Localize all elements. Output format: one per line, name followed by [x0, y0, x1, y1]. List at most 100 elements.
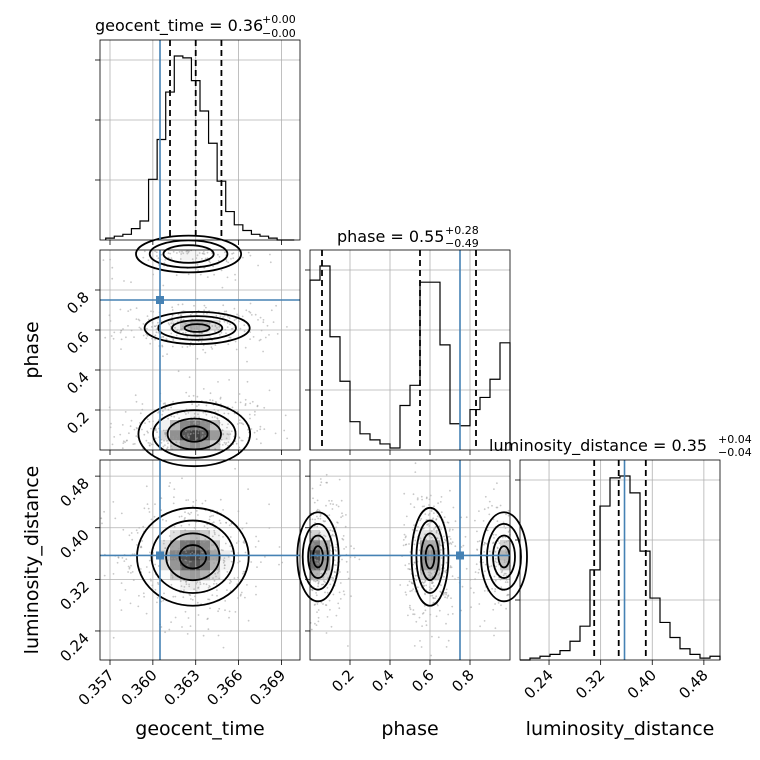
sample-point [443, 535, 445, 538]
title-phase: phase = 0.55 [337, 227, 444, 246]
sample-point [310, 531, 312, 534]
sample-point [418, 549, 421, 552]
sample-point [255, 438, 258, 440]
sample-point [484, 563, 487, 566]
sample-point [335, 564, 337, 566]
sample-point [207, 598, 210, 601]
sample-point [122, 328, 124, 330]
sample-point [254, 313, 257, 316]
sample-point [243, 330, 246, 333]
sample-point [446, 521, 449, 524]
sample-point [212, 521, 215, 524]
sample-point [239, 594, 242, 597]
sample-point [256, 430, 259, 432]
sample-point [133, 336, 135, 338]
sample-point [325, 551, 327, 554]
sample-point [229, 433, 232, 435]
sample-point [188, 593, 191, 596]
sample-point [239, 401, 242, 404]
sample-point [226, 276, 229, 279]
sample-point [332, 593, 335, 596]
sample-point [224, 600, 227, 602]
sample-point [205, 404, 208, 407]
sample-point [202, 348, 205, 351]
sample-point [345, 560, 348, 563]
sample-point [145, 439, 148, 442]
sample-point [150, 443, 153, 446]
sample-point [318, 538, 320, 541]
sample-point [242, 423, 245, 426]
sample-point [327, 576, 330, 579]
sample-point [213, 531, 216, 534]
sample-point [242, 570, 245, 573]
sample-point [504, 548, 507, 551]
sample-point [340, 516, 342, 519]
sample-point [175, 441, 178, 443]
sample-point [179, 565, 182, 568]
sample-point [433, 585, 435, 587]
sample-point [260, 561, 262, 563]
density-bin [200, 410, 211, 421]
sample-point [428, 504, 430, 506]
sample-point [199, 337, 201, 339]
sample-point [339, 598, 342, 600]
sample-point [498, 542, 501, 545]
sample-point [214, 324, 217, 327]
sample-point [198, 324, 201, 327]
sample-point [408, 568, 411, 570]
sample-point [435, 563, 437, 566]
sample-point [312, 568, 314, 571]
sample-point [147, 259, 150, 261]
sample-point [247, 488, 250, 490]
sample-point [414, 471, 417, 473]
sample-point [216, 327, 218, 329]
sample-point [178, 330, 181, 333]
sample-point [178, 417, 181, 420]
sample-point [494, 603, 496, 605]
sample-point [430, 510, 433, 512]
sample-point [143, 507, 146, 510]
sample-point [169, 482, 172, 484]
sample-point [316, 547, 319, 549]
sample-point [164, 547, 167, 549]
sample-point [206, 523, 209, 526]
sample-point [120, 582, 123, 584]
sample-point [218, 577, 221, 580]
sample-point [230, 430, 233, 433]
sample-point [185, 413, 187, 415]
sample-point [325, 504, 327, 507]
sample-point [145, 566, 148, 568]
sample-point [494, 557, 497, 560]
sample-point [201, 257, 203, 260]
panel-frame [99, 39, 301, 241]
x-tick-label: 0.6 [408, 666, 438, 696]
density-bin [500, 540, 511, 551]
sample-point [326, 481, 328, 484]
sample-point [328, 514, 331, 516]
sample-point [139, 568, 142, 570]
sample-point [312, 497, 314, 500]
sample-point [316, 572, 319, 575]
sample-point [174, 616, 177, 619]
sample-point [224, 609, 226, 612]
sample-point [170, 322, 173, 325]
sample-point [173, 488, 176, 490]
sample-point [503, 541, 506, 544]
sample-point [254, 546, 257, 548]
sample-point [199, 273, 202, 276]
sample-point [147, 442, 150, 444]
sample-point [235, 442, 238, 445]
sample-point [181, 250, 183, 253]
sample-point [113, 331, 116, 334]
sample-point [205, 444, 208, 447]
sample-point [506, 581, 509, 584]
sample-point [324, 581, 326, 584]
sample-point [217, 420, 220, 422]
title-phase-minus: −0.49 [445, 237, 479, 250]
sample-point [121, 447, 124, 450]
sample-point [436, 529, 438, 532]
sample-point [476, 530, 478, 533]
sample-point [214, 344, 217, 346]
sample-point [421, 498, 423, 501]
contour-line [312, 545, 324, 569]
